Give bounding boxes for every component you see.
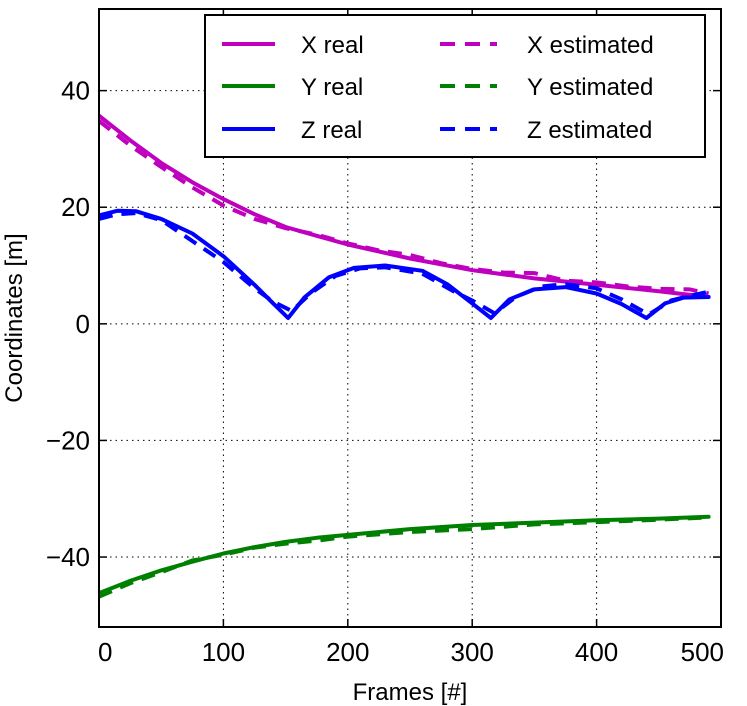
x-tick-label: 100	[202, 637, 245, 667]
plot-frame	[98, 8, 722, 628]
y-axis-label: Coordinates [m]	[1, 233, 28, 402]
legend-label: Y estimated	[527, 74, 653, 101]
x-axis-label: Frames [#]	[353, 679, 468, 706]
series-layer	[99, 113, 711, 599]
legend-label: Y real	[301, 74, 363, 101]
series-line-z-estimated	[99, 211, 710, 317]
y-tick-label: −20	[46, 425, 90, 455]
x-tick-label: 300	[451, 637, 494, 667]
x-tick-label: 400	[575, 637, 618, 667]
legend-label: Z estimated	[527, 117, 652, 144]
legend-label: X estimated	[527, 32, 654, 59]
series-line-y-estimated	[99, 515, 709, 599]
y-tick-label: 40	[61, 76, 90, 106]
y-tick-label: −40	[46, 542, 90, 572]
tick-labels: 0 100 200 300 400 500 −40 −20 0 20 40	[46, 76, 724, 667]
legend-label: X real	[301, 32, 364, 59]
y-tick-label: 0	[76, 309, 90, 339]
series-line-x-estimated	[99, 119, 710, 296]
series-line-y-real	[99, 514, 711, 596]
x-tick-label: 0	[98, 637, 112, 667]
legend: X real X estimated Y real Y estimated Z real…	[204, 14, 706, 158]
x-tick-label: 500	[681, 637, 724, 667]
y-tick-label: 20	[61, 192, 90, 222]
series-line-z-real	[99, 208, 711, 320]
x-tick-label: 200	[326, 637, 369, 667]
legend-label: Z real	[301, 117, 362, 144]
